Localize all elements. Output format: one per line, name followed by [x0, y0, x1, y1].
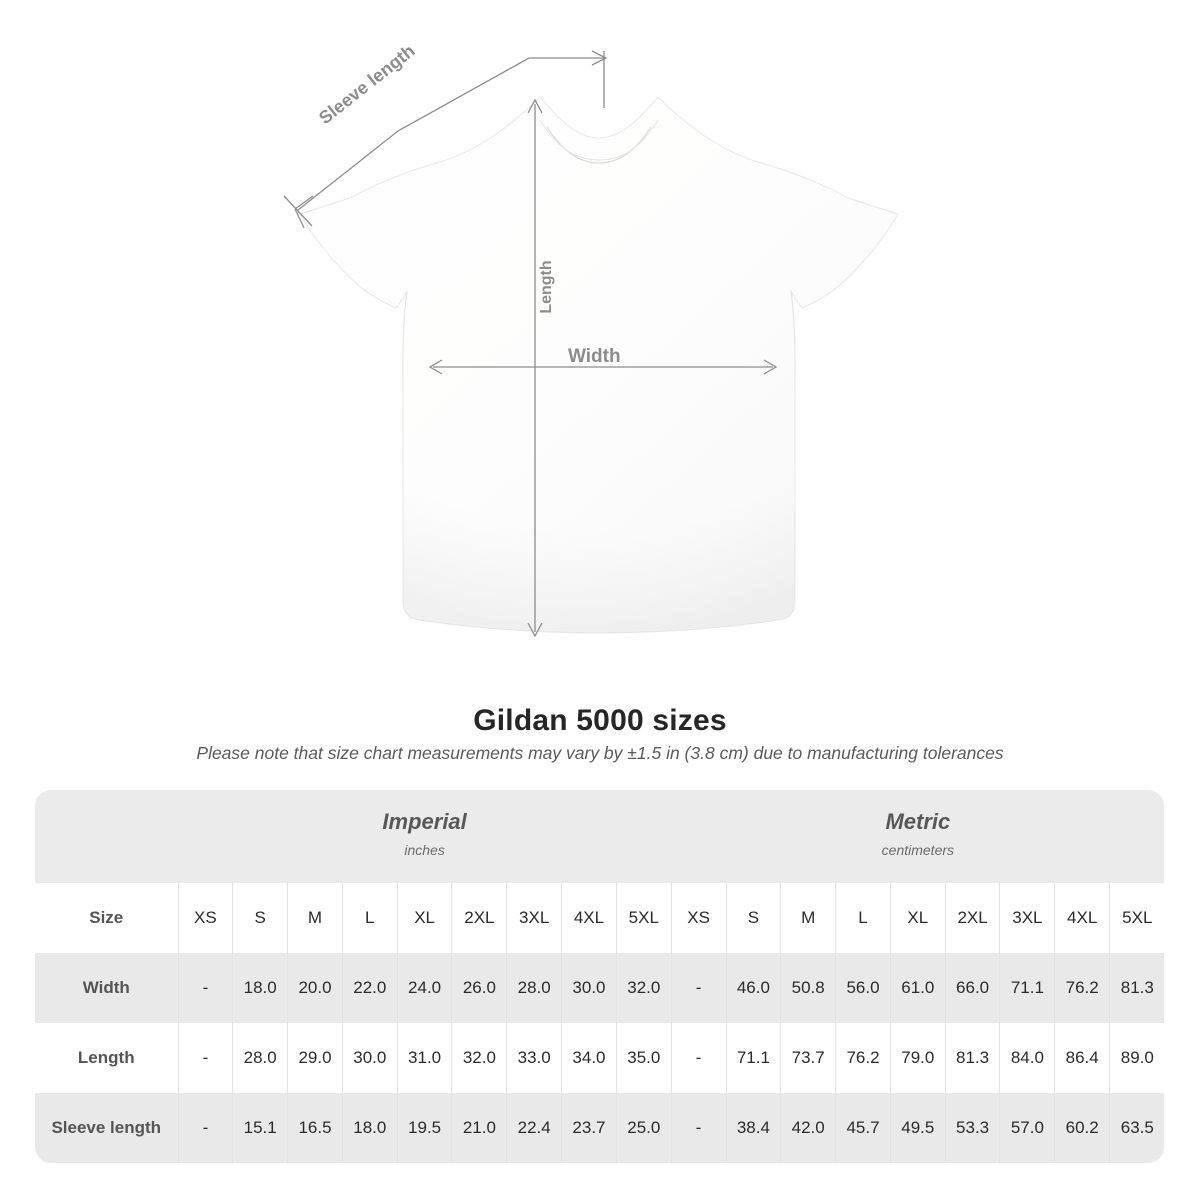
svg-text:Length: Length	[538, 260, 555, 313]
svg-text:Width: Width	[568, 346, 621, 367]
svg-text:Sleeve length: Sleeve length	[315, 41, 418, 129]
